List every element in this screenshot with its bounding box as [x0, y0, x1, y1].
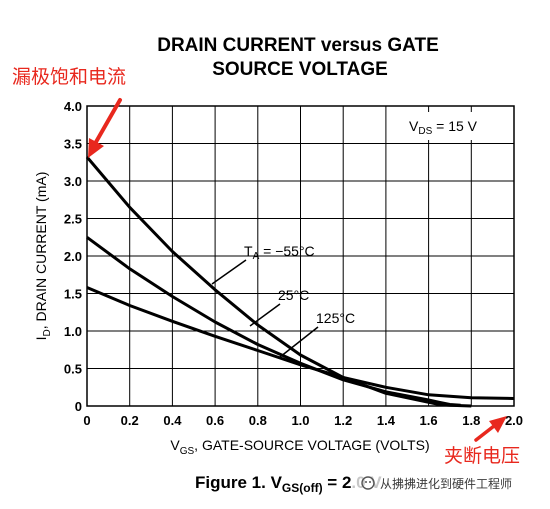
condition-main: V — [409, 118, 419, 134]
curve-label-minus55-leader — [211, 259, 247, 285]
series-group — [85, 156, 515, 408]
x-tick-label: 0.4 — [163, 413, 182, 428]
chart-title-line1: DRAIN CURRENT versus GATE — [157, 35, 439, 56]
svg-text:VDS = 15 V: VDS = 15 V — [409, 118, 478, 137]
series-125c — [86, 286, 515, 400]
series-25c — [86, 236, 461, 407]
watermark: 从拂拂进化到硬件工程师 — [352, 470, 547, 496]
curve-label-125: 125°C — [316, 310, 355, 326]
curve-label-25: 25°C — [278, 287, 309, 303]
curve-label-25-leader — [249, 303, 281, 327]
series-minus55c — [85, 156, 472, 408]
x-tick-label: 1.0 — [291, 413, 309, 428]
x-tick-label: 0.6 — [206, 413, 224, 428]
y-tick-label: 1.5 — [64, 287, 82, 302]
curve-label-minus55: TA = −55°C — [244, 243, 315, 262]
chart-title-line2: SOURCE VOLTAGE — [212, 59, 388, 80]
watermark-text: 从拂拂进化到硬件工程师 — [380, 476, 512, 491]
x-tick-labels: 0 0.2 0.4 0.6 0.8 1.0 1.2 1.4 1.6 1.8 2.0 — [83, 413, 523, 428]
x-tick-label: 1.8 — [462, 413, 480, 428]
x-tick-label: 1.4 — [377, 413, 396, 428]
cutoff-arrow-icon — [474, 416, 507, 442]
y-tick-label: 3.5 — [64, 137, 82, 152]
y-tick-label: 2.0 — [64, 249, 82, 264]
y-tick-label: 3.0 — [64, 174, 82, 189]
y-axis-label: ID, DRAIN CURRENT (mA) — [33, 172, 53, 341]
condition-sub: DS — [418, 126, 432, 137]
x-tick-label: 1.2 — [334, 413, 352, 428]
x-tick-label: 0 — [83, 413, 90, 428]
y-tick-label: 4.0 — [64, 99, 82, 114]
y-tick-label: 0.5 — [64, 362, 82, 377]
y-tick-label: 2.5 — [64, 212, 82, 227]
saturation-current-annotation: 漏极饱和电流 — [12, 66, 126, 88]
plot-frame — [86, 105, 515, 407]
curve-label-125-leader — [279, 326, 319, 358]
condition-box: VDS = 15 V — [395, 112, 505, 140]
y-tick-labels: 0 0.5 1.0 1.5 2.0 2.5 3.0 3.5 4.0 — [64, 99, 82, 414]
y-tick-label: 0 — [75, 399, 82, 414]
condition-rest: = 15 V — [432, 118, 477, 134]
x-tick-label: 0.8 — [249, 413, 267, 428]
cutoff-voltage-annotation: 夹断电压 — [444, 445, 520, 467]
y-tick-label: 1.0 — [64, 324, 82, 339]
x-tick-label: 2.0 — [505, 413, 523, 428]
x-axis-label: VGS, GATE-SOURCE VOLTAGE (VOLTS) — [170, 437, 429, 457]
saturation-arrow-icon — [88, 98, 122, 158]
x-tick-label: 1.6 — [420, 413, 438, 428]
x-tick-label: 0.2 — [121, 413, 139, 428]
wechat-icon — [361, 476, 375, 490]
